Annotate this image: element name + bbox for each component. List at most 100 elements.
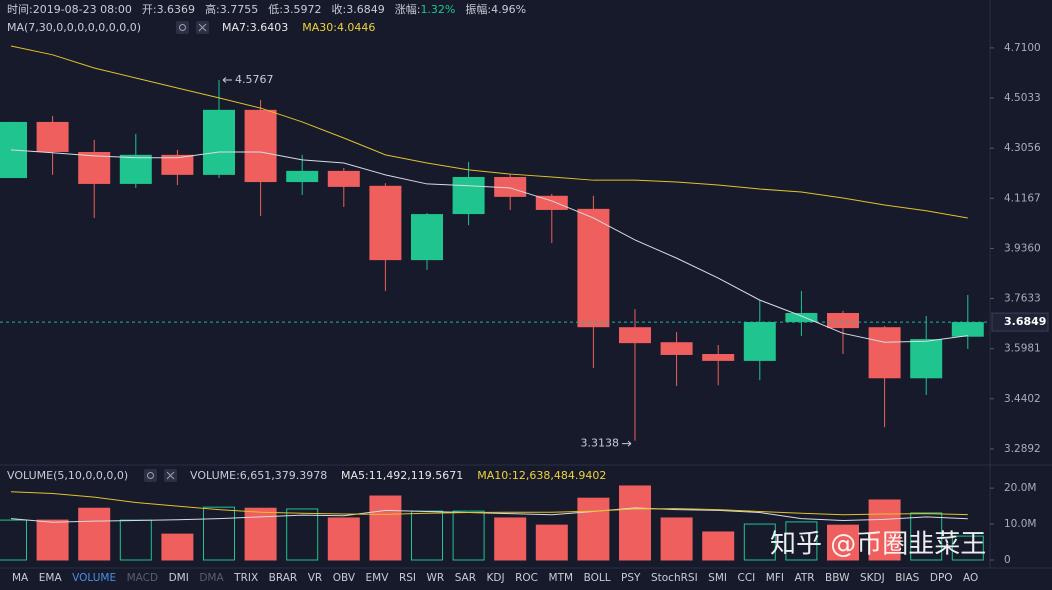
volume-bar xyxy=(452,510,485,561)
indicator-tab[interactable]: SMI xyxy=(708,572,727,584)
indicator-tab[interactable]: DPO xyxy=(930,572,953,584)
candle-body xyxy=(78,151,111,184)
candle-body xyxy=(827,312,859,329)
arrow xyxy=(222,77,232,83)
indicator-tab[interactable]: DMI xyxy=(169,572,189,584)
y-tick-label: 3.7633 xyxy=(1004,293,1041,305)
header-label: 收: xyxy=(332,2,347,16)
candle-body xyxy=(619,327,651,344)
volume-bar xyxy=(785,521,818,561)
volume-bar xyxy=(0,519,27,561)
header-value: 2019-08-23 08:00 xyxy=(33,3,132,16)
legend-title: MA(7,30,0,0,0,0,0,0,0,0) xyxy=(7,21,141,34)
indicator-tab[interactable]: WR xyxy=(427,572,445,584)
candle-body xyxy=(743,322,776,361)
candle-body xyxy=(660,342,693,355)
indicator-tab[interactable]: MACD xyxy=(127,572,158,584)
candle-body xyxy=(203,109,235,175)
low-label: 3.3138 xyxy=(581,437,620,450)
ma-line xyxy=(10,45,968,219)
y-tick-label: 4.7100 xyxy=(1004,42,1041,54)
indicator-tab[interactable]: EMA xyxy=(39,572,63,584)
close-icon[interactable] xyxy=(196,21,209,34)
header-label: 时间: xyxy=(7,3,33,16)
volume-bar xyxy=(78,507,111,561)
candle-body xyxy=(36,121,69,152)
indicator-tab[interactable]: VOLUME xyxy=(72,572,116,584)
header-label: 低: xyxy=(268,3,283,16)
volume-bar xyxy=(702,531,735,561)
volume-bar xyxy=(286,508,319,561)
indicator-tab[interactable]: MA xyxy=(12,572,29,584)
volume-bar xyxy=(827,524,859,561)
indicator-tab[interactable]: StochRSI xyxy=(651,572,698,584)
indicator-tab[interactable]: PSY xyxy=(621,572,641,584)
volume-bar xyxy=(660,517,693,561)
volume-bar xyxy=(36,519,69,561)
y-tick-label: 3.2892 xyxy=(1004,443,1041,455)
indicator-tab[interactable]: BBW xyxy=(825,572,850,584)
candle-body xyxy=(369,185,402,261)
candle-body xyxy=(411,214,443,261)
indicator-tab[interactable]: CCI xyxy=(738,572,756,584)
last-price-label: 3.6849 xyxy=(1004,315,1046,328)
candle-body xyxy=(951,322,984,337)
volume-bar xyxy=(161,533,194,561)
y-tick-label: 10.0M xyxy=(1004,518,1036,530)
indicator-tab[interactable]: SAR xyxy=(455,572,476,584)
candle-body xyxy=(868,327,901,379)
indicator-tab[interactable]: SKDJ xyxy=(860,572,885,584)
indicator-tab[interactable]: MTM xyxy=(549,572,574,584)
volume-bar xyxy=(577,497,610,561)
y-tick-label: 20.0M xyxy=(1004,482,1036,494)
header-label: 开: xyxy=(142,3,157,16)
volume-bar xyxy=(535,524,568,561)
close-icon[interactable] xyxy=(164,469,177,482)
volume-bar xyxy=(619,485,651,561)
header-label: 高: xyxy=(205,2,220,16)
header-value: 1.32% xyxy=(420,3,455,16)
indicator-tab[interactable]: EMV xyxy=(366,572,390,584)
volume-bar xyxy=(369,495,402,561)
indicator-tab[interactable]: BIAS xyxy=(895,572,919,584)
watermark: 知乎 @币圈韭菜王 xyxy=(770,530,986,560)
indicator-tab[interactable]: DMA xyxy=(199,572,224,584)
y-tick-label: 3.9360 xyxy=(1004,242,1041,254)
indicator-tab[interactable]: ATR xyxy=(794,572,814,584)
settings-icon[interactable] xyxy=(176,21,189,34)
legend-entry: MA5:11,492,119.5671 xyxy=(341,469,463,482)
header-value: 3.6369 xyxy=(157,3,196,16)
indicator-tab[interactable]: MFI xyxy=(766,572,784,584)
legend-entry: MA10:12,638,484.9402 xyxy=(477,469,606,482)
candle-body xyxy=(286,170,319,183)
candle-body xyxy=(452,176,485,215)
indicator-tab[interactable]: BRAR xyxy=(269,572,298,584)
header-label: 振幅: xyxy=(465,2,491,16)
volume-bar xyxy=(868,499,901,561)
indicator-tab[interactable]: ROC xyxy=(515,572,538,584)
indicator-tab[interactable]: VR xyxy=(308,572,322,584)
indicator-tab[interactable]: KDJ xyxy=(487,572,505,584)
candle-body xyxy=(535,195,568,210)
settings-icon[interactable] xyxy=(144,469,157,482)
indicator-tab[interactable]: RSI xyxy=(399,572,416,584)
y-tick-label: 3.4402 xyxy=(1004,393,1041,405)
indicator-tab[interactable]: AO xyxy=(963,572,978,584)
ma-line xyxy=(10,149,968,343)
candle-body xyxy=(785,312,818,323)
volume-label: VOLUME:6,651,379.3978 xyxy=(190,469,327,482)
candle-body xyxy=(327,170,360,187)
volume-bar xyxy=(494,517,527,561)
candle-body xyxy=(910,339,943,379)
candle-body xyxy=(161,154,194,175)
ma-line xyxy=(10,507,968,523)
indicator-tab[interactable]: OBV xyxy=(333,572,356,584)
header-label: 涨幅: xyxy=(395,3,421,16)
candle-body xyxy=(577,208,610,328)
indicator-tab[interactable]: BOLL xyxy=(584,572,611,584)
indicator-tab[interactable]: TRIX xyxy=(233,572,258,584)
ma-line xyxy=(10,491,968,516)
volume-bar xyxy=(910,512,943,561)
